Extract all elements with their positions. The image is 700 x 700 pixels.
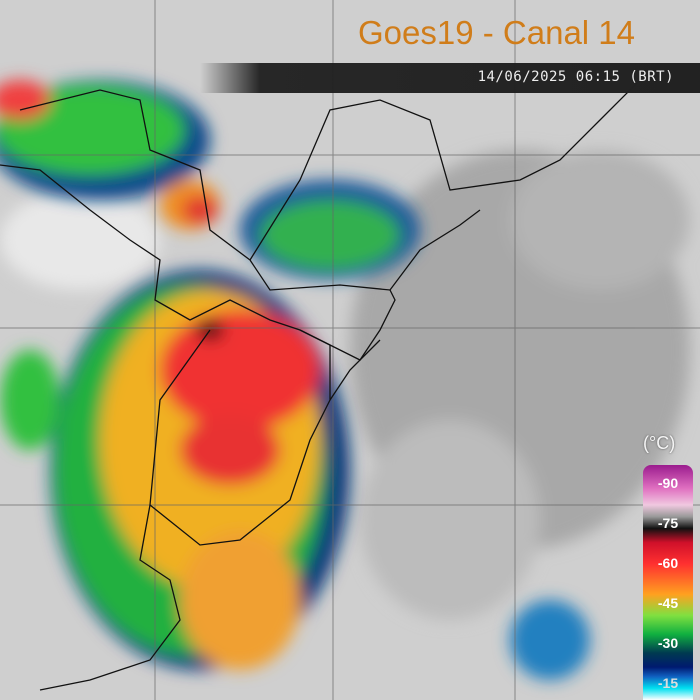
timestamp-bar: 14/06/2025 06:15 (BRT) <box>0 63 700 93</box>
legend-unit: (°C) <box>643 433 676 453</box>
legend-level: -30 <box>657 635 679 651</box>
political-borders <box>0 79 641 691</box>
legend-level: -60 <box>657 555 679 571</box>
legend-level: -90 <box>657 475 679 491</box>
clear-sky-areas <box>0 150 690 620</box>
legend-level: -45 <box>657 595 679 611</box>
timestamp: 14/06/2025 06:15 (BRT) <box>477 69 674 85</box>
cloud-tops <box>0 80 590 680</box>
temperature-legend: -90 -75 -60 -45 -30 -15 <box>643 465 693 700</box>
legend-level: -15 <box>657 675 679 691</box>
map-title: Goes19 - Canal 14 <box>358 14 636 51</box>
legend-level: -75 <box>657 515 679 531</box>
